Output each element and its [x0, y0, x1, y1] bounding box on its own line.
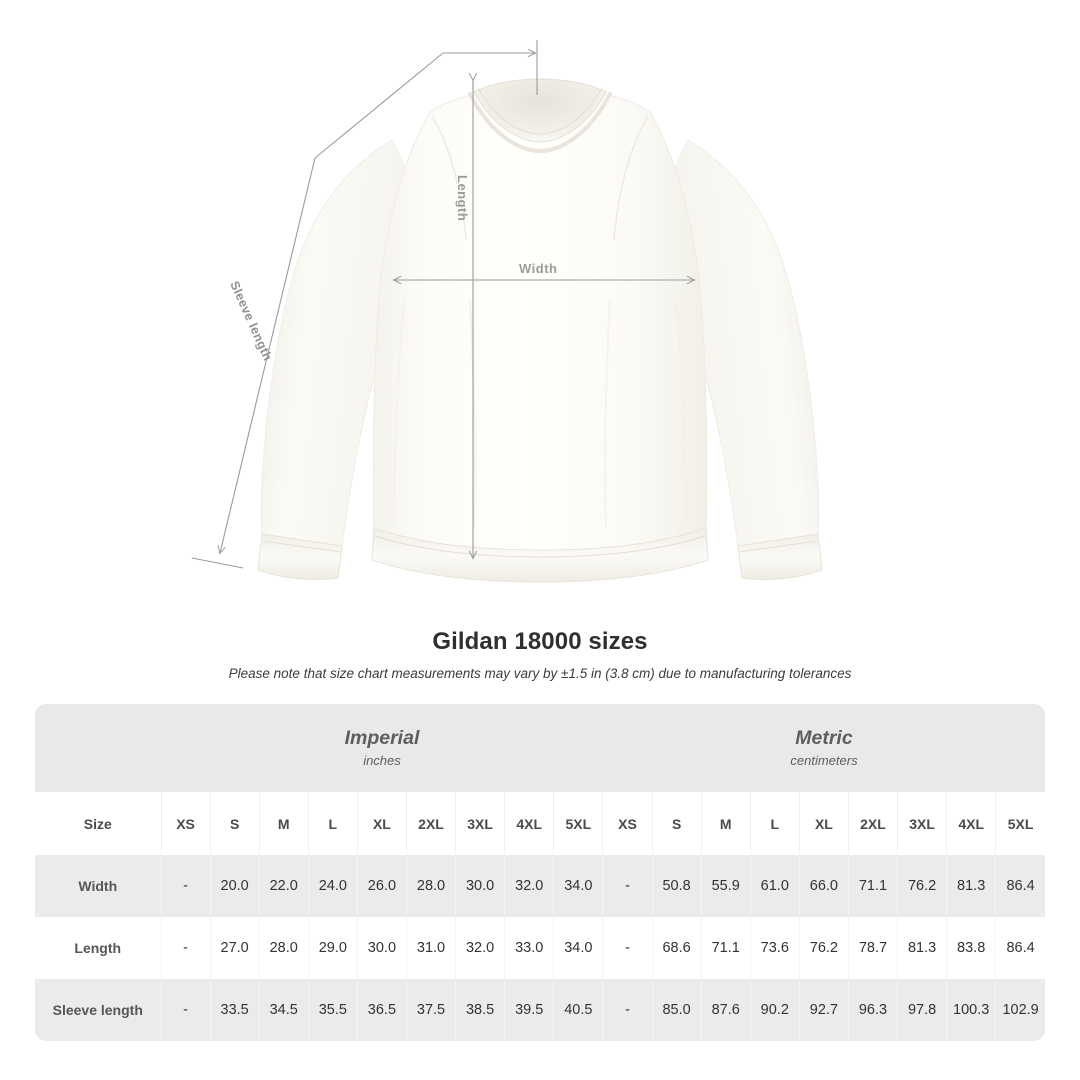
cell-length-imperial-xs: -	[160, 917, 211, 979]
cell-width-metric-xs: -	[602, 855, 653, 917]
size-header-metric-xs: XS	[602, 792, 653, 855]
size-header-imperial-4xl: 4XL	[504, 792, 554, 855]
cell-sleeve-imperial-4xl: 39.5	[504, 979, 554, 1041]
unit-group-metric-name: Metric	[795, 727, 853, 749]
cell-width-imperial-5xl: 34.0	[553, 855, 603, 917]
cell-width-imperial-l: 24.0	[307, 855, 358, 917]
cell-sleeve-metric-4xl: 100.3	[946, 979, 996, 1041]
size-header-metric-l: L	[749, 792, 800, 855]
size-header-metric-2xl: 2XL	[847, 792, 898, 855]
width-measurement-label: Width	[519, 261, 558, 276]
unit-banner-spacer	[35, 704, 161, 792]
cell-length-imperial-5xl: 34.0	[553, 917, 603, 979]
cell-sleeve-imperial-xs: -	[160, 979, 211, 1041]
size-header-row: Size XS S M L XL 2XL 3XL 4XL 5XL XS S M …	[35, 792, 1045, 855]
size-header-label: Size	[35, 792, 161, 855]
cell-width-imperial-m: 22.0	[258, 855, 309, 917]
size-chart-table-container: Imperial inches Metric centimeters Size …	[35, 704, 1045, 1041]
cell-length-metric-m: 71.1	[700, 917, 751, 979]
cell-length-imperial-l: 29.0	[307, 917, 358, 979]
cell-sleeve-imperial-m: 34.5	[258, 979, 309, 1041]
cell-width-imperial-xs: -	[160, 855, 211, 917]
unit-group-metric-units: centimeters	[790, 753, 858, 768]
size-header-metric-4xl: 4XL	[946, 792, 996, 855]
chart-header: Gildan 18000 sizes Please note that size…	[0, 625, 1080, 685]
cell-sleeve-metric-m: 87.6	[700, 979, 751, 1041]
cell-sleeve-metric-xs: -	[602, 979, 653, 1041]
size-header-imperial-l: L	[307, 792, 358, 855]
size-header-imperial-5xl: 5XL	[553, 792, 603, 855]
cell-width-metric-4xl: 81.3	[946, 855, 996, 917]
cell-sleeve-metric-l: 90.2	[749, 979, 800, 1041]
size-chart-table: Imperial inches Metric centimeters Size …	[35, 704, 1045, 1041]
cell-sleeve-imperial-xl: 36.5	[356, 979, 407, 1041]
cell-length-imperial-3xl: 32.0	[455, 917, 505, 979]
size-header-imperial-m: M	[258, 792, 309, 855]
unit-group-imperial-name: Imperial	[344, 727, 420, 749]
measurement-annotations	[191, 40, 694, 569]
cell-sleeve-metric-2xl: 96.3	[847, 979, 898, 1041]
measurement-disclaimer: Please note that size chart measurements…	[228, 666, 852, 681]
unit-banner-row: Imperial inches Metric centimeters	[35, 704, 1045, 792]
cell-length-metric-xl: 76.2	[798, 917, 849, 979]
cell-sleeve-metric-3xl: 97.8	[897, 979, 947, 1041]
row-label-width: Width	[35, 855, 161, 917]
cell-width-imperial-xl: 26.0	[356, 855, 407, 917]
cell-length-imperial-m: 28.0	[258, 917, 309, 979]
cell-sleeve-imperial-3xl: 38.5	[455, 979, 505, 1041]
length-measurement-label: Length	[455, 175, 470, 222]
unit-group-imperial: Imperial inches	[161, 704, 603, 792]
cell-length-metric-s: 68.6	[651, 917, 702, 979]
cell-sleeve-imperial-2xl: 37.5	[405, 979, 456, 1041]
product-figure: Length Width Sleeve length	[191, 40, 823, 583]
cell-sleeve-imperial-l: 35.5	[307, 979, 358, 1041]
cell-length-metric-2xl: 78.7	[847, 917, 898, 979]
cell-width-imperial-4xl: 32.0	[504, 855, 554, 917]
cell-width-imperial-3xl: 30.0	[455, 855, 505, 917]
size-header-imperial-3xl: 3XL	[455, 792, 505, 855]
cell-length-metric-5xl: 86.4	[995, 917, 1045, 979]
row-label-length: Length	[35, 917, 161, 979]
cell-width-metric-xl: 66.0	[798, 855, 849, 917]
cell-length-metric-l: 73.6	[749, 917, 800, 979]
cell-width-metric-3xl: 76.2	[897, 855, 947, 917]
cell-sleeve-metric-5xl: 102.9	[995, 979, 1045, 1041]
size-header-metric-s: S	[651, 792, 702, 855]
cell-sleeve-imperial-s: 33.5	[209, 979, 260, 1041]
cell-sleeve-imperial-5xl: 40.5	[553, 979, 603, 1041]
table-row: Sleeve length - 33.5 34.5 35.5 36.5 37.5…	[35, 979, 1045, 1041]
cell-width-metric-m: 55.9	[700, 855, 751, 917]
cell-width-metric-2xl: 71.1	[847, 855, 898, 917]
cell-length-imperial-2xl: 31.0	[405, 917, 456, 979]
cell-width-imperial-s: 20.0	[209, 855, 260, 917]
size-header-metric-xl: XL	[798, 792, 849, 855]
cell-width-imperial-2xl: 28.0	[405, 855, 456, 917]
cell-length-metric-3xl: 81.3	[897, 917, 947, 979]
size-header-imperial-s: S	[209, 792, 260, 855]
size-header-metric-3xl: 3XL	[897, 792, 947, 855]
size-header-imperial-xs: XS	[160, 792, 211, 855]
unit-group-metric: Metric centimeters	[602, 704, 1045, 792]
unit-group-imperial-units: inches	[363, 753, 401, 768]
cell-length-imperial-4xl: 33.0	[504, 917, 554, 979]
row-label-sleeve-length: Sleeve length	[35, 979, 161, 1041]
sweatshirt-illustration	[191, 40, 823, 583]
cell-width-metric-l: 61.0	[749, 855, 800, 917]
cell-sleeve-metric-s: 85.0	[651, 979, 702, 1041]
cell-width-metric-5xl: 86.4	[995, 855, 1045, 917]
size-header-imperial-2xl: 2XL	[405, 792, 456, 855]
table-row: Width - 20.0 22.0 24.0 26.0 28.0 30.0 32…	[35, 855, 1045, 917]
page-title: Gildan 18000 sizes	[432, 628, 648, 655]
cell-length-imperial-xl: 30.0	[356, 917, 407, 979]
size-header-imperial-xl: XL	[356, 792, 407, 855]
size-header-metric-m: M	[700, 792, 751, 855]
size-header-metric-5xl: 5XL	[995, 792, 1045, 855]
table-row: Length - 27.0 28.0 29.0 30.0 31.0 32.0 3…	[35, 917, 1045, 979]
cell-length-metric-4xl: 83.8	[946, 917, 996, 979]
cell-length-metric-xs: -	[602, 917, 653, 979]
cell-sleeve-metric-xl: 92.7	[798, 979, 849, 1041]
cell-length-imperial-s: 27.0	[209, 917, 260, 979]
cell-width-metric-s: 50.8	[651, 855, 702, 917]
